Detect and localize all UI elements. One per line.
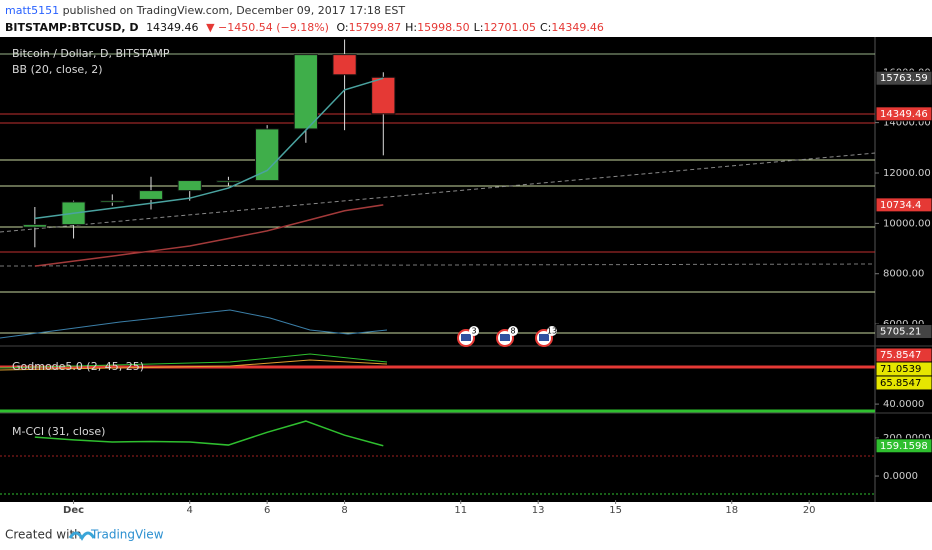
ticker-line: BITSTAMP:BTCUSD, D 14349.46 ▼ −1450.54 (… — [5, 21, 604, 34]
x-tick-label: 8 — [341, 505, 347, 516]
ohlc-value: 14349.46 — [551, 21, 604, 34]
series-line — [34, 204, 384, 267]
ohlc-key: C: — [540, 21, 551, 34]
drawings — [0, 53, 876, 495]
main-legend: Bitcoin / Dollar, D, BITSTAMP — [12, 47, 170, 60]
event-count: 13 — [547, 327, 557, 336]
price-tag — [875, 197, 932, 213]
candle-body — [100, 200, 125, 203]
x-tick-label: Dec — [63, 505, 84, 516]
logo — [68, 531, 96, 541]
author[interactable]: matt5151 — [5, 4, 59, 17]
y-tick-label: 12000.00 — [883, 168, 931, 179]
event-badge — [508, 326, 518, 336]
bb-legend: BB (20, close, 2) — [12, 63, 103, 76]
chart-area — [0, 37, 932, 502]
candle-body — [255, 128, 280, 182]
event-count: 3 — [471, 327, 476, 336]
ohlc-key: H: — [405, 21, 417, 34]
price: 14349.46 — [146, 21, 199, 34]
ohlc-value: 15799.87 — [349, 21, 402, 34]
series-line — [34, 420, 384, 447]
price-tag-label: 14349.46 — [880, 109, 928, 120]
godmode-line — [0, 359, 388, 371]
price-tag-label: 71.0539 — [880, 364, 921, 375]
symbol: BITSTAMP:BTCUSD, D — [5, 21, 139, 34]
ohlc-value: 15998.50 — [417, 21, 470, 34]
candle-body — [293, 54, 318, 130]
price-tag-label: 159.1598 — [880, 441, 928, 452]
candle-body — [138, 190, 164, 200]
price-tag — [875, 106, 932, 122]
event-flag-icon — [461, 334, 471, 341]
godmode-line — [0, 353, 388, 369]
event-badge — [547, 326, 557, 336]
x-tick-label: 20 — [803, 505, 816, 516]
event-count: 8 — [510, 327, 515, 336]
price-tag — [875, 375, 932, 391]
candle-body — [216, 180, 241, 183]
y-tick-label: 0.0000 — [883, 471, 918, 482]
price-tag — [875, 324, 932, 340]
candle-body — [22, 224, 47, 228]
cci-legend: M-CCI (31, close) — [12, 425, 105, 438]
change: ▼ −1450.54 (−9.18%) — [206, 21, 329, 34]
ohlc-key: O: — [336, 21, 348, 34]
x-tick-label: 15 — [609, 505, 622, 516]
published: published on TradingView.com, December 0… — [63, 4, 406, 17]
ohlc-key: L: — [474, 21, 484, 34]
y-tick-label: 14000.00 — [883, 118, 931, 129]
price-tag-label: 5705.21 — [880, 327, 921, 338]
price-tag — [875, 438, 932, 454]
price-tag-label: 15763.59 — [880, 73, 928, 84]
footer-text: Created with — [5, 528, 82, 542]
godmode-legend: Godmode5.0 (2, 45, 25) — [12, 360, 144, 373]
candle-body — [177, 180, 202, 192]
y-tick-label: 8000.00 — [883, 269, 924, 280]
price-tag-label: 10734.4 — [880, 200, 921, 211]
event-flag-icon — [539, 334, 549, 341]
y-tick-label: 10000.00 — [883, 218, 931, 229]
x-tick-label: 4 — [187, 505, 193, 516]
series-line — [34, 77, 384, 220]
volume-line — [0, 309, 388, 339]
event-badge — [469, 326, 479, 336]
ohlc-value: 12701.05 — [483, 21, 536, 34]
x-tick-label: 11 — [454, 505, 467, 516]
price-tag-label: 75.8547 — [880, 350, 921, 361]
trend-line — [0, 263, 876, 267]
event-flag-icon — [500, 334, 510, 341]
y-tick-label: 40.0000 — [883, 399, 924, 410]
candle-body — [371, 76, 396, 115]
price-tag-label: 65.8547 — [880, 378, 921, 389]
price-tag — [875, 70, 932, 86]
header-line: matt5151 published on TradingView.com, D… — [5, 4, 405, 17]
footer-brand[interactable]: TradingView — [90, 528, 164, 542]
x-tick-label: 18 — [725, 505, 738, 516]
candle-body — [332, 54, 357, 76]
x-tick-label: 13 — [532, 505, 545, 516]
x-tick-label: 6 — [264, 505, 270, 516]
